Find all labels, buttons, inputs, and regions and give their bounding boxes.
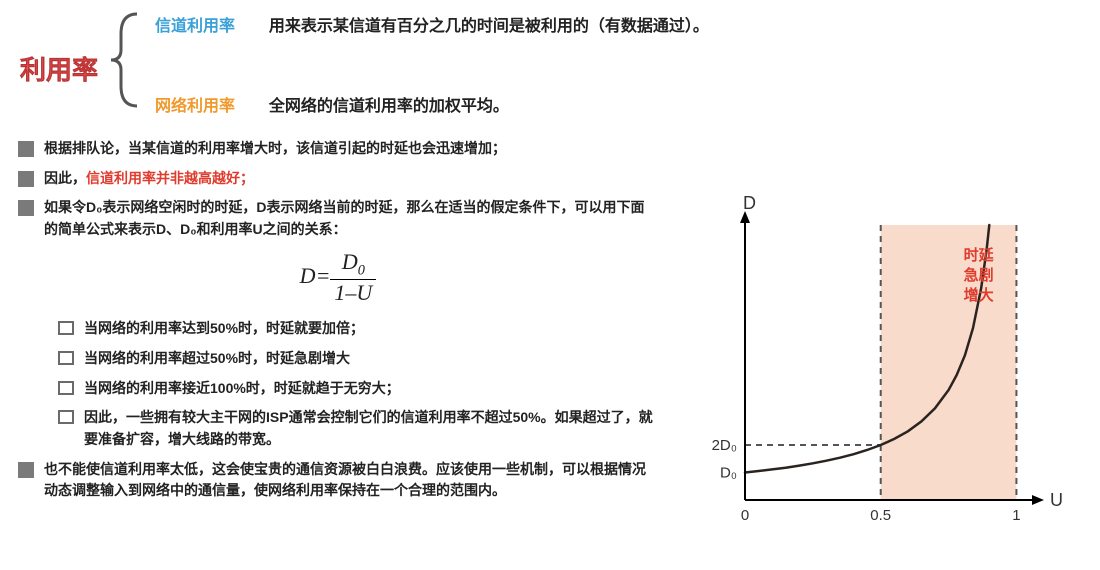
- slide: 利用率 信道利用率 用来表示某信道有百分之几的时间是被利用的（有数据通过）。 网…: [0, 0, 1100, 570]
- bullet-icon: [18, 171, 34, 187]
- bullet-4: 也不能使信道利用率太低，这会使宝贵的通信资源被白白浪费。应该使用一些机制，可以根…: [18, 459, 658, 502]
- delay-utilization-chart: DU00.51D₀2D₀时延急剧增大: [690, 210, 1060, 540]
- formula-fraction: D01–U: [330, 249, 376, 306]
- svg-text:时延: 时延: [964, 246, 995, 264]
- formula: D=D01–U: [18, 249, 658, 306]
- formula-eq: =: [316, 263, 331, 288]
- sub-bullet-1-text: 当网络的利用率达到50%时，时延就要加倍；: [84, 318, 364, 340]
- branch-network-util: 网络利用率 全网络的信道利用率的加权平均。: [155, 92, 509, 116]
- bullet-2-text: 因此，信道利用率并非越高越好；: [44, 168, 254, 190]
- svg-text:增大: 增大: [964, 286, 994, 304]
- bullet-icon: [18, 462, 34, 478]
- formula-den: 1–U: [330, 279, 376, 306]
- branch-channel-util: 信道利用率 用来表示某信道有百分之几的时间是被利用的（有数据通过）。: [155, 12, 709, 36]
- bullet-3: 如果令D₀表示网络空闲时的时延，D表示网络当前的时延，那么在适当的假定条件下，可…: [18, 197, 658, 240]
- svg-text:0: 0: [741, 507, 749, 524]
- bullet-list: 根据排队论，当某信道的利用率增大时，该信道引起的时延也会迅速增加； 因此，信道利…: [18, 130, 658, 510]
- sub-bullet-4-text: 因此，一些拥有较大主干网的ISP通常会控制它们的信道利用率不超过50%。如果超过…: [84, 407, 658, 450]
- bullet-2: 因此，信道利用率并非越高越好；: [18, 168, 658, 190]
- hollow-bullet-icon: [58, 410, 74, 424]
- svg-text:D: D: [743, 193, 756, 213]
- bullet-icon: [18, 141, 34, 157]
- sub-bullet-3-text: 当网络的利用率接近100%时，时延就趋于无穷大；: [84, 378, 400, 400]
- bullet-2-prefix: 因此，: [44, 170, 86, 186]
- branch-desc-network: 全网络的信道利用率的加权平均。: [269, 98, 509, 115]
- bullet-4-text: 也不能使信道利用率太低，这会使宝贵的通信资源被白白浪费。应该使用一些机制，可以根…: [44, 459, 658, 502]
- sub-bullet-2-text: 当网络的利用率超过50%时，时延急剧增大: [84, 348, 350, 370]
- brace-icon: [105, 10, 145, 110]
- hollow-bullet-icon: [58, 351, 74, 365]
- svg-text:U: U: [1050, 490, 1063, 510]
- main-title: 利用率: [20, 50, 98, 87]
- svg-text:0.5: 0.5: [870, 507, 891, 524]
- hollow-bullet-icon: [58, 321, 74, 335]
- formula-lhs: D: [300, 263, 316, 288]
- bullet-3-text: 如果令D₀表示网络空闲时的时延，D表示网络当前的时延，那么在适当的假定条件下，可…: [44, 197, 658, 240]
- bullet-1: 根据排队论，当某信道的利用率增大时，该信道引起的时延也会迅速增加；: [18, 138, 658, 160]
- svg-text:2D₀: 2D₀: [712, 437, 737, 454]
- bullet-1-text: 根据排队论，当某信道的利用率增大时，该信道引起的时延也会迅速增加；: [44, 138, 506, 160]
- bullet-icon: [18, 200, 34, 216]
- sub-bullet-1: 当网络的利用率达到50%时，时延就要加倍；: [58, 318, 658, 340]
- hollow-bullet-icon: [58, 381, 74, 395]
- branch-label-network: 网络利用率: [155, 98, 235, 115]
- formula-num: D0: [330, 249, 376, 279]
- branch-label-channel: 信道利用率: [155, 18, 235, 35]
- sub-bullet-2: 当网络的利用率超过50%时，时延急剧增大: [58, 348, 658, 370]
- svg-text:急剧: 急剧: [964, 266, 994, 284]
- sub-bullet-4: 因此，一些拥有较大主干网的ISP通常会控制它们的信道利用率不超过50%。如果超过…: [58, 407, 658, 450]
- svg-text:D₀: D₀: [720, 465, 737, 482]
- sub-bullet-3: 当网络的利用率接近100%时，时延就趋于无穷大；: [58, 378, 658, 400]
- svg-text:1: 1: [1012, 507, 1020, 524]
- bullet-2-red: 信道利用率并非越高越好；: [86, 170, 254, 186]
- branch-desc-channel: 用来表示某信道有百分之几的时间是被利用的（有数据通过）。: [269, 18, 709, 35]
